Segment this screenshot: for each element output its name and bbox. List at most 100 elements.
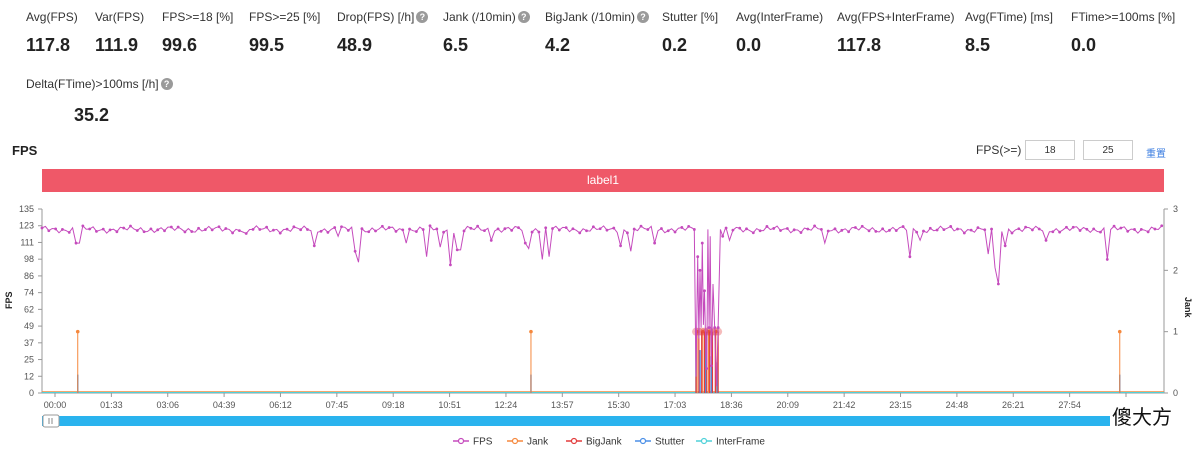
metric-avg-fps-interframe: Avg(FPS+InterFrame) 117.8 (837, 10, 954, 56)
metric-label: BigJank (/10min) (545, 10, 636, 24)
metric-label: Var(FPS) (95, 10, 145, 24)
legend-item-jank[interactable]: Jank (507, 437, 549, 448)
x-tick-label: 27:54 (1058, 400, 1081, 410)
fps-point (197, 226, 200, 230)
fps-threshold-input-1[interactable] (1025, 140, 1075, 160)
fps-point (854, 226, 857, 229)
x-tick-label: 13:57 (551, 400, 574, 410)
fps-point (1139, 227, 1143, 231)
fps-point (901, 225, 905, 228)
zoom-handle-left[interactable] (42, 414, 60, 428)
fps-point (408, 227, 411, 231)
fps-point (928, 226, 932, 230)
fps-point (156, 228, 160, 232)
legend-item-interframe[interactable]: InterFrame (696, 437, 765, 448)
fps-point (867, 229, 871, 233)
fps-point (1017, 227, 1021, 231)
legend-label: Stutter (655, 437, 685, 448)
fps-point (632, 227, 636, 231)
fps-point (285, 227, 289, 231)
fps-point (1078, 229, 1082, 232)
fps-point (319, 229, 323, 233)
x-tick-label: 26:21 (1002, 400, 1025, 410)
reset-link[interactable]: 重置 (1146, 149, 1166, 160)
fps-point (517, 226, 520, 230)
fps-point (751, 231, 755, 235)
fps-point (915, 230, 919, 234)
fps-point (496, 227, 500, 231)
fps-point (738, 226, 742, 230)
fps-point (203, 228, 207, 231)
metric-value: 0.2 (662, 35, 688, 55)
x-tick-label: 20:09 (777, 400, 800, 410)
fps-point (721, 234, 725, 238)
legend-item-stutter[interactable]: Stutter (635, 437, 685, 448)
fps-point (414, 230, 418, 233)
fps-point (881, 227, 885, 231)
metric-label: Drop(FPS) [/h] (337, 10, 415, 24)
fps-point (367, 230, 371, 234)
legend-label: InterFrame (716, 437, 765, 448)
metric-label: Avg(InterFrame) (736, 10, 824, 24)
fps-point (346, 229, 350, 232)
fps-point (258, 228, 262, 231)
y-axis-label-left: FPS (4, 291, 14, 309)
fps-point (462, 229, 466, 233)
fps-point (421, 228, 425, 231)
fps-point (724, 226, 728, 230)
fps-point (894, 229, 898, 232)
legend-item-fps[interactable]: FPS (453, 437, 493, 448)
help-icon[interactable]: ? (416, 11, 429, 23)
metric-value: 4.2 (545, 35, 571, 55)
fps-point (210, 228, 214, 232)
fps-point (326, 230, 330, 234)
metric-label: Avg(FPS) (26, 10, 78, 24)
fps-point (847, 230, 851, 234)
legend-marker (700, 437, 708, 445)
fps-point (244, 232, 248, 235)
fps-point (483, 229, 486, 233)
fps-point (660, 227, 663, 230)
fps-point (703, 289, 706, 293)
metric-delta-ftime-100ms-h: Delta(FTime)>100ms [/h]? 35.2 (26, 77, 173, 126)
fps-point (1058, 230, 1062, 234)
help-icon[interactable]: ? (637, 11, 650, 23)
fps-point (612, 226, 616, 230)
fps-point (47, 229, 51, 233)
fps-point (1119, 226, 1123, 230)
fps-point (88, 227, 92, 231)
metric-label: Avg(FPS+InterFrame) (837, 10, 955, 24)
fps-point (217, 225, 221, 229)
y-tick-label: 123 (19, 221, 34, 231)
jank-point (75, 329, 80, 334)
fps-point (806, 227, 810, 231)
fps-point (176, 225, 180, 229)
fps-point (115, 230, 119, 234)
fps-point (476, 224, 480, 228)
help-icon[interactable]: ? (160, 78, 173, 90)
fps-point (779, 229, 782, 232)
fps-point (537, 230, 541, 234)
fps-point (696, 255, 700, 259)
x-tick-label: 01:33 (100, 400, 123, 410)
fps-point (278, 231, 282, 235)
fps-point (135, 229, 139, 232)
fps-point (224, 227, 228, 230)
fps-point (503, 227, 507, 231)
fps-point (826, 229, 830, 233)
fps-point (673, 230, 677, 234)
fps-threshold-input-2[interactable] (1083, 140, 1133, 160)
legend-marker (639, 437, 647, 445)
fps-point (819, 228, 823, 231)
fps-point (745, 227, 748, 231)
metric-value: 48.9 (337, 35, 373, 55)
fps-point (169, 225, 173, 229)
help-icon[interactable]: ? (517, 11, 530, 23)
legend-marker (457, 437, 465, 445)
fps-point (1105, 258, 1109, 261)
fps-point (40, 226, 44, 230)
legend-item-bigjank[interactable]: BigJank (566, 437, 623, 448)
fps-point (990, 227, 993, 231)
fps-point (1065, 225, 1068, 229)
fps-chart: 135 123 111 98 86 74 62 49 37 25 12 0 3 2 1 0 FPS Jank 00:… (4, 204, 1193, 448)
